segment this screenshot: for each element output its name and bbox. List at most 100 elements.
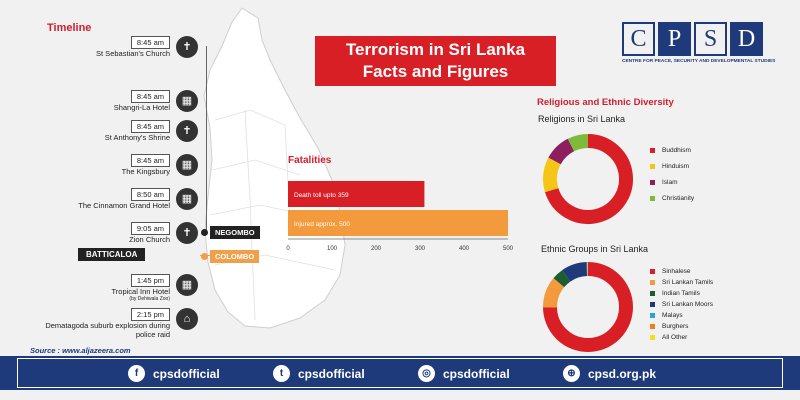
religions-donut-chart — [543, 134, 633, 224]
donut-slice — [544, 134, 633, 224]
timeline-location: St Anthony's Shrine — [105, 133, 170, 142]
building-icon: ▦ — [176, 274, 198, 296]
building-icon: ▦ — [176, 188, 198, 210]
ethnic-donut-chart — [543, 262, 633, 352]
fatality-bar-label: Death toll upto 359 — [294, 192, 349, 199]
instagram-handle: cpsdofficial — [443, 367, 510, 381]
facebook-link[interactable]: f cpsdofficial — [128, 365, 220, 383]
timeline-location-name: The Kingsbury — [121, 167, 170, 176]
legend-item: Sinhalese — [650, 268, 713, 279]
legend-swatch — [650, 335, 655, 340]
timeline-time: 2:15 pm — [130, 308, 170, 321]
donut-slice — [553, 270, 571, 288]
legend-swatch — [650, 148, 655, 153]
timeline-item: 8:50 am The Cinnamon Grand Hotel ▦ — [20, 188, 198, 218]
legend-item: Sri Lankan Tamils — [650, 279, 713, 290]
legend-label: Sinhalese — [662, 268, 691, 275]
legend-swatch — [650, 196, 655, 201]
timeline-location: The Cinnamon Grand Hotel — [78, 201, 170, 210]
logo-letter: P — [658, 22, 691, 56]
legend-item: Islam — [650, 179, 694, 195]
timeline-location: Zion Church — [129, 235, 170, 244]
legend-label: Buddhism — [662, 147, 691, 154]
legend-swatch — [650, 269, 655, 274]
x-tick-label: 300 — [415, 246, 426, 252]
footer-frame: f cpsdofficial t cpsdofficial ◎ cpsdofficia… — [17, 358, 783, 388]
legend-item: Buddhism — [650, 147, 694, 163]
donut-slice — [543, 278, 565, 308]
legend-label: Indian Tamils — [662, 290, 700, 297]
timeline-location-name: St Sebastian's Church — [96, 49, 170, 58]
fatality-bar — [288, 181, 425, 207]
legend-item: Burghers — [650, 323, 713, 334]
donut-slice — [543, 262, 633, 352]
church-icon: ✝ — [176, 222, 198, 244]
timeline-location: Shangri-La Hotel — [114, 103, 170, 112]
timeline-time: 9:05 am — [130, 222, 170, 235]
legend-item: Sri Lankan Moors — [650, 301, 713, 312]
legend-label: Hinduism — [662, 163, 690, 170]
timeline-time: 1:45 pm — [130, 274, 170, 287]
legend-item: Hinduism — [650, 163, 694, 179]
globe-icon: ⊕ — [563, 365, 580, 382]
title-line-1: Terrorism in Sri Lanka — [345, 40, 526, 59]
timeline-item: 9:05 am Zion Church ✝ — [20, 222, 198, 252]
footer-bar: f cpsdofficial t cpsdofficial ◎ cpsdofficia… — [0, 356, 800, 390]
timeline-item: 2:15 pm Dematagoda suburb explosion durin… — [20, 308, 198, 339]
legend-item: All Other — [650, 334, 713, 345]
donut-slice — [562, 262, 588, 282]
timeline-location-note: (by Dehiwala Zoo) — [129, 296, 170, 302]
ethnic-title: Ethnic Groups in Sri Lanka — [541, 244, 649, 254]
city-label-negombo: NEGOMBO — [210, 226, 260, 239]
twitter-link[interactable]: t cpsdofficial — [273, 365, 365, 383]
ethnic-legend: Sinhalese Sri Lankan Tamils Indian Tamils S… — [650, 268, 713, 345]
legend-label: Islam — [662, 179, 678, 186]
cpsd-logo: C P S D CENTRE FOR PEACE, SECURITY AND D… — [622, 22, 776, 82]
house-icon: ⌂ — [176, 308, 198, 330]
church-icon: ✝ — [176, 120, 198, 142]
x-tick-label: 0 — [286, 246, 290, 252]
timeline-time: 8:45 am — [130, 36, 170, 49]
timeline-location: Dematagoda suburb explosion during polic… — [30, 321, 170, 339]
fatalities-heading: Fatalities — [288, 155, 332, 166]
timeline-location-name: St Anthony's Shrine — [104, 133, 170, 142]
timeline-location-name: The Cinnamon Grand Hotel — [78, 201, 170, 210]
building-icon: ▦ — [176, 90, 198, 112]
legend-swatch — [650, 164, 655, 169]
legend-label: Sri Lankan Moors — [662, 301, 713, 308]
facebook-icon: f — [128, 365, 145, 382]
legend-label: Burghers — [662, 323, 689, 330]
x-tick-label: 400 — [459, 246, 470, 252]
legend-item: Malays — [650, 312, 713, 323]
timeline-item: 8:45 am Shangri-La Hotel ▦ — [20, 90, 198, 120]
title-line-2: Facts and Figures — [362, 62, 509, 81]
instagram-link[interactable]: ◎ cpsdofficial — [418, 365, 510, 383]
legend-swatch — [650, 324, 655, 329]
city-label-colombo: COLOMBO — [210, 250, 260, 263]
timeline-time: 8:45 am — [130, 120, 170, 133]
timeline-location: St Sebastian's Church — [96, 49, 170, 58]
twitter-icon: t — [273, 365, 290, 382]
timeline-heading: Timeline — [47, 22, 92, 34]
timeline-connector — [206, 46, 207, 231]
logo-subtitle: CENTRE FOR PEACE, SECURITY AND DEVELOPME… — [622, 59, 776, 64]
building-icon: ▦ — [176, 154, 198, 176]
timeline-location-name: Dematagoda suburb explosion during polic… — [45, 321, 170, 339]
legend-swatch — [650, 291, 655, 296]
website-url: cpsd.org.pk — [588, 367, 657, 381]
legend-label: Christianity — [662, 195, 695, 202]
timeline-location-name: Tropical Inn Hotel — [111, 287, 171, 296]
fatalities-bar-chart: Death toll upto 359 Injured approx. 500 0 1… — [286, 181, 514, 252]
logo-letters: C P S D — [622, 22, 772, 56]
fatality-bar-label: Injured approx. 500 — [294, 221, 350, 228]
legend-swatch — [650, 280, 655, 285]
website-link[interactable]: ⊕ cpsd.org.pk — [563, 365, 656, 383]
timeline-location-name: Shangri-La Hotel — [113, 103, 170, 112]
timeline-time: 8:50 am — [130, 188, 170, 201]
colombo-dot — [201, 253, 208, 260]
diversity-heading: Religious and Ethnic Diversity — [537, 97, 674, 108]
timeline-time: 8:45 am — [130, 154, 170, 167]
facebook-handle: cpsdofficial — [153, 367, 220, 381]
timeline-location: The Kingsbury — [122, 167, 170, 176]
legend-swatch — [650, 313, 655, 318]
